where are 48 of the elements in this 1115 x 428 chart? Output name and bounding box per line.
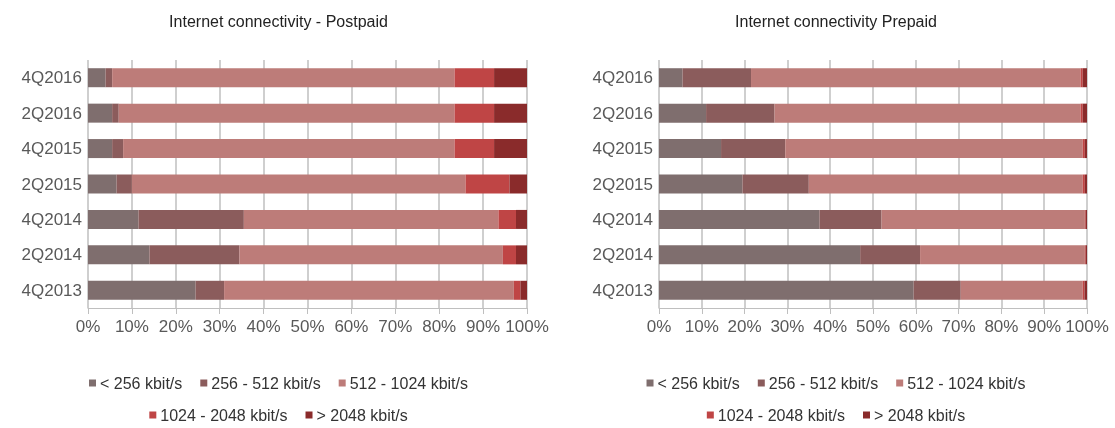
legend-label: < 256 kbit/s — [100, 374, 183, 392]
chart-title: Internet connectivity Prepaid — [735, 12, 937, 30]
y-tick-label: 4Q2014 — [21, 209, 82, 229]
legend-label: 1024 - 2048 kbit/s — [717, 406, 846, 424]
x-tick-label: 30% — [202, 317, 237, 336]
y-tick-label: 2Q2015 — [592, 174, 653, 194]
x-tick-label: 60% — [898, 317, 933, 336]
x-tick-label: 100% — [1065, 317, 1109, 336]
legend-label: < 256 kbit/s — [657, 374, 740, 392]
x-tick-label: 20% — [158, 317, 193, 336]
x-tick-label: 40% — [813, 317, 848, 336]
y-tick-label: 2Q2016 — [21, 103, 82, 123]
y-tick-label: 4Q2015 — [592, 139, 653, 159]
y-tick-label: 2Q2014 — [21, 245, 82, 265]
y-tick-label: 2Q2016 — [592, 103, 653, 123]
x-tick-label: 90% — [466, 317, 501, 336]
x-tick-label: 100% — [505, 317, 549, 336]
chart-title: Internet connectivity - Postpaid — [169, 12, 388, 30]
x-tick-label: 60% — [334, 317, 369, 336]
x-tick-label: 80% — [984, 317, 1019, 336]
legend-label: 1024 - 2048 kbit/s — [160, 406, 288, 424]
x-tick-label: 10% — [684, 317, 719, 336]
legend-label: > 2048 kbit/s — [874, 406, 966, 424]
x-tick-label: 10% — [114, 317, 149, 336]
y-tick-label: 4Q2015 — [21, 139, 82, 159]
x-tick-label: 30% — [770, 317, 805, 336]
x-tick-label: 50% — [290, 317, 325, 336]
legend-label: 512 - 1024 kbit/s — [349, 374, 468, 392]
x-tick-label: 70% — [941, 317, 976, 336]
y-tick-label: 4Q2013 — [21, 280, 82, 300]
x-tick-label: 50% — [855, 317, 891, 336]
x-tick-label: 40% — [246, 317, 281, 336]
y-tick-label: 4Q2016 — [592, 68, 653, 88]
x-tick-label: 90% — [1027, 317, 1062, 336]
y-tick-label: 2Q2015 — [21, 174, 82, 194]
legend-label: 512 - 1024 kbit/s — [907, 374, 1026, 392]
legend-label: 256 - 512 kbit/s — [211, 374, 321, 392]
y-tick-label: 4Q2014 — [592, 209, 653, 229]
legend-label: 256 - 512 kbit/s — [768, 374, 879, 392]
legend-label: > 2048 kbit/s — [316, 406, 408, 424]
x-tick-label: 20% — [727, 317, 762, 336]
y-tick-label: 4Q2013 — [592, 280, 653, 300]
x-tick-label: 70% — [378, 317, 413, 336]
x-tick-label: 80% — [422, 317, 457, 336]
x-tick-label: 0% — [75, 317, 101, 336]
y-tick-label: 2Q2014 — [592, 245, 653, 265]
x-tick-label: 0% — [646, 317, 672, 336]
y-tick-label: 4Q2016 — [21, 68, 82, 88]
